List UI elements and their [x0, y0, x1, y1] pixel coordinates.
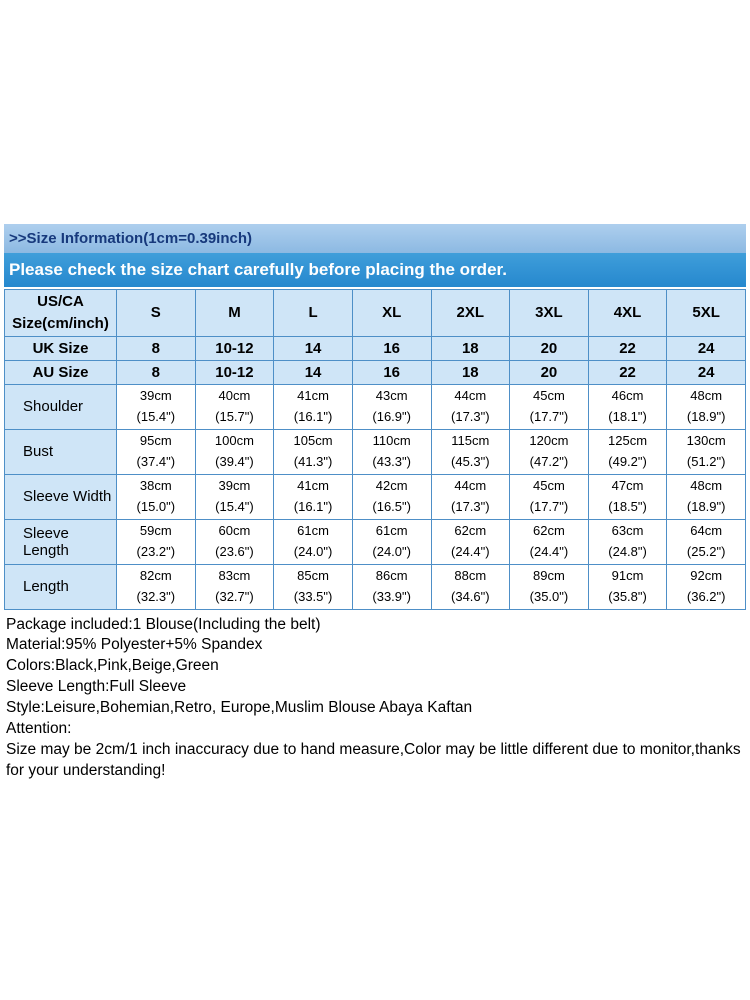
- uk-size-cell: 24: [666, 335, 746, 361]
- detail-line-disclaimer: Size may be 2cm/1 inch inaccuracy due to…: [6, 741, 741, 779]
- measurement-cell: 120cm (47.2"): [509, 428, 589, 475]
- size-header-cell: 3XL: [509, 289, 589, 337]
- measurement-cell: 105cm (41.3"): [273, 428, 353, 475]
- au-size-cell: 14: [273, 359, 353, 385]
- measurement-row-sleeve-length: Sleeve Length 59cm (23.2") 60cm (23.6") …: [4, 518, 746, 565]
- uk-size-cell: 16: [351, 335, 432, 361]
- uk-size-cell: 22: [587, 335, 668, 361]
- size-chart-notice-bar: Please check the size chart carefully be…: [4, 253, 746, 287]
- uk-size-row: UK Size 8 10-12 14 16 18 20 22 24: [4, 335, 746, 361]
- measurement-cell: 130cm (51.2"): [666, 428, 746, 475]
- measurement-cell: 38cm (15.0"): [116, 473, 196, 520]
- measurement-cell: 95cm (37.4"): [116, 428, 196, 475]
- measurement-cell: 61cm (24.0"): [351, 518, 432, 565]
- detail-line-sleeve-length: Sleeve Length:Full Sleeve: [6, 678, 187, 696]
- measurement-cell: 48cm (18.9"): [666, 473, 746, 520]
- measurement-cell: 59cm (23.2"): [116, 518, 196, 565]
- measurement-cell: 125cm (49.2"): [587, 428, 668, 475]
- measurement-row-sleeve-width: Sleeve Width 38cm (15.0") 39cm (15.4") 4…: [4, 473, 746, 520]
- measurement-cell: 64cm (25.2"): [666, 518, 746, 565]
- uk-size-cell: 8: [116, 335, 196, 361]
- corner-header-cell: US/CA Size(cm/inch): [4, 289, 117, 337]
- measurement-cell: 88cm (34.6"): [430, 563, 511, 610]
- measurement-cell: 62cm (24.4"): [509, 518, 589, 565]
- measurement-cell: 91cm (35.8"): [587, 563, 668, 610]
- uk-size-cell: 14: [273, 335, 353, 361]
- size-header-cell: 5XL: [666, 289, 746, 337]
- measurement-cell: 44cm (17.3"): [430, 473, 511, 520]
- uk-size-cell: 10-12: [194, 335, 275, 361]
- measurement-cell: 60cm (23.6"): [194, 518, 275, 565]
- au-size-cell: 8: [116, 359, 196, 385]
- measurement-cell: 43cm (16.9"): [351, 383, 432, 430]
- detail-line-colors: Colors:Black,Pink,Beige,Green: [6, 657, 219, 675]
- measurement-cell: 40cm (15.7"): [194, 383, 275, 430]
- au-size-cell: 22: [587, 359, 668, 385]
- row-label: Sleeve Length: [4, 518, 117, 565]
- measurement-cell: 42cm (16.5"): [351, 473, 432, 520]
- size-info-header-bar: >>Size Information(1cm=0.39inch): [4, 224, 746, 253]
- measurement-cell: 89cm (35.0"): [509, 563, 589, 610]
- size-header-cell: 4XL: [587, 289, 668, 337]
- measurement-cell: 46cm (18.1"): [587, 383, 668, 430]
- size-header-cell: XL: [351, 289, 432, 337]
- size-header-cell: S: [116, 289, 196, 337]
- detail-line-package: Package included:1 Blouse(Including the …: [6, 615, 321, 633]
- detail-line-material: Material:95% Polyester+5% Spandex: [6, 636, 263, 654]
- measurement-row-length: Length 82cm (32.3") 83cm (32.7") 85cm (3…: [4, 563, 746, 610]
- measurement-cell: 110cm (43.3"): [351, 428, 432, 475]
- measurement-cell: 92cm (36.2"): [666, 563, 746, 610]
- size-table: US/CA Size(cm/inch) S M L XL 2XL 3XL 4XL…: [4, 289, 746, 610]
- au-size-cell: 18: [430, 359, 511, 385]
- row-label: Length: [4, 563, 117, 610]
- measurement-cell: 115cm (45.3"): [430, 428, 511, 475]
- measurement-cell: 82cm (32.3"): [116, 563, 196, 610]
- size-header-cell: M: [194, 289, 275, 337]
- measurement-cell: 61cm (24.0"): [273, 518, 353, 565]
- measurement-cell: 39cm (15.4"): [194, 473, 275, 520]
- au-size-row: AU Size 8 10-12 14 16 18 20 22 24: [4, 359, 746, 385]
- au-size-label: AU Size: [4, 359, 117, 385]
- measurement-cell: 48cm (18.9"): [666, 383, 746, 430]
- au-size-cell: 24: [666, 359, 746, 385]
- uk-size-cell: 20: [509, 335, 589, 361]
- size-header-cell: 2XL: [430, 289, 511, 337]
- detail-line-style: Style:Leisure,Bohemian,Retro, Europe,Mus…: [6, 699, 473, 717]
- measurement-cell: 85cm (33.5"): [273, 563, 353, 610]
- product-details: Package included:1 Blouse(Including the …: [4, 610, 746, 782]
- measurement-cell: 45cm (17.7"): [509, 383, 589, 430]
- measurement-cell: 41cm (16.1"): [273, 473, 353, 520]
- measurement-row-bust: Bust 95cm (37.4") 100cm (39.4") 105cm (4…: [4, 428, 746, 475]
- measurement-cell: 39cm (15.4"): [116, 383, 196, 430]
- measurement-cell: 63cm (24.8"): [587, 518, 668, 565]
- measurement-cell: 41cm (16.1"): [273, 383, 353, 430]
- measurement-cell: 62cm (24.4"): [430, 518, 511, 565]
- au-size-cell: 10-12: [194, 359, 275, 385]
- size-information-sheet: >>Size Information(1cm=0.39inch) Please …: [4, 224, 746, 782]
- au-size-cell: 20: [509, 359, 589, 385]
- measurement-cell: 45cm (17.7"): [509, 473, 589, 520]
- detail-line-attention: Attention:: [6, 720, 72, 738]
- size-header-row: US/CA Size(cm/inch) S M L XL 2XL 3XL 4XL…: [4, 289, 746, 337]
- measurement-cell: 100cm (39.4"): [194, 428, 275, 475]
- size-header-cell: L: [273, 289, 353, 337]
- measurement-cell: 86cm (33.9"): [351, 563, 432, 610]
- measurement-cell: 44cm (17.3"): [430, 383, 511, 430]
- measurement-cell: 83cm (32.7"): [194, 563, 275, 610]
- uk-size-cell: 18: [430, 335, 511, 361]
- au-size-cell: 16: [351, 359, 432, 385]
- measurement-cell: 47cm (18.5"): [587, 473, 668, 520]
- measurement-row-shoulder: Shoulder 39cm (15.4") 40cm (15.7") 41cm …: [4, 383, 746, 430]
- row-label: Bust: [4, 428, 117, 475]
- uk-size-label: UK Size: [4, 335, 117, 361]
- row-label: Shoulder: [4, 383, 117, 430]
- row-label: Sleeve Width: [4, 473, 117, 520]
